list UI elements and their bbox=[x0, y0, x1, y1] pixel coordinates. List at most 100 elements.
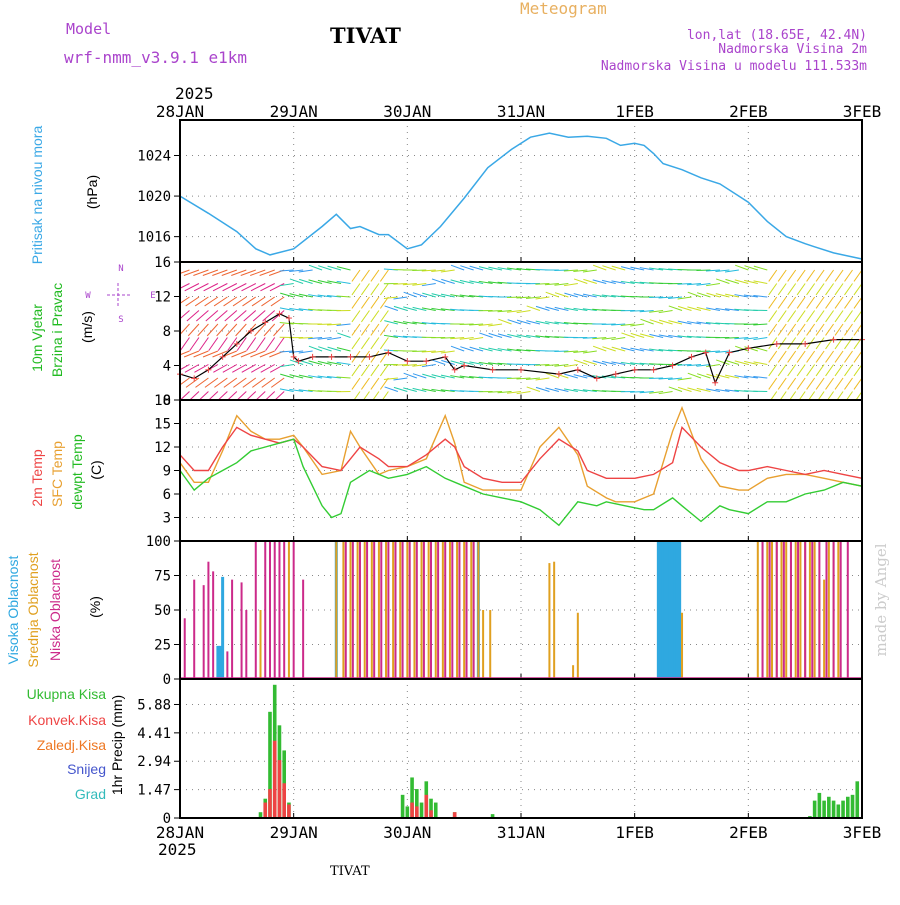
wind-barb bbox=[778, 365, 786, 376]
wind-barb bbox=[816, 365, 824, 376]
wind-barb bbox=[217, 324, 228, 336]
cloud-bar bbox=[799, 541, 801, 679]
top-tick-label: 30JAN bbox=[383, 102, 431, 121]
precip-panel: 01.472.944.415.88 bbox=[137, 679, 862, 827]
cloud-bar bbox=[489, 610, 491, 679]
wind-barb bbox=[180, 338, 189, 351]
cloud-bar bbox=[352, 541, 354, 679]
wind-barb bbox=[187, 311, 199, 321]
wind-barb bbox=[361, 378, 369, 389]
wind-barb bbox=[826, 365, 834, 376]
pressure-title: Pritisak na nivou mora bbox=[29, 126, 45, 265]
y-tick-label: 1024 bbox=[137, 149, 171, 165]
top-tick-label: 28JAN bbox=[156, 102, 204, 121]
wind-barb bbox=[854, 297, 862, 308]
wind-barb bbox=[797, 392, 805, 403]
wind-barb bbox=[361, 297, 369, 308]
precip-conv-bar bbox=[410, 803, 414, 818]
wind-barb bbox=[797, 365, 805, 376]
wind-barb bbox=[788, 392, 796, 403]
wind-barb bbox=[844, 284, 852, 295]
wind-barb bbox=[854, 365, 862, 376]
wind-barb bbox=[816, 324, 824, 335]
y-tick-label: 9 bbox=[163, 464, 171, 480]
wind-barb bbox=[778, 378, 786, 389]
wind-barb bbox=[844, 324, 852, 335]
legend-snow: Snijeg bbox=[67, 761, 106, 777]
wind-barb bbox=[352, 297, 360, 308]
cloud-bar bbox=[769, 541, 771, 679]
wind-barb bbox=[797, 297, 805, 308]
wind-barb bbox=[797, 324, 805, 335]
cloud-bar bbox=[423, 541, 425, 679]
wind-barb bbox=[352, 324, 360, 335]
wind-barb bbox=[844, 378, 852, 389]
wind-barb bbox=[826, 351, 834, 362]
wind-barb bbox=[352, 392, 360, 403]
precip-conv-bar bbox=[268, 789, 272, 818]
wind-barb bbox=[778, 392, 786, 403]
cloud-bar bbox=[458, 541, 460, 679]
wind-barb bbox=[352, 270, 360, 281]
wind-barb bbox=[844, 351, 852, 362]
cloud-bar bbox=[193, 580, 195, 679]
wind-title-2: Brzina i Pravac bbox=[49, 283, 65, 377]
wind-barb bbox=[337, 333, 350, 338]
wind-barb bbox=[807, 324, 815, 335]
cloud-bar bbox=[548, 563, 550, 679]
cloud-bar bbox=[482, 610, 484, 679]
wind-barb bbox=[361, 284, 369, 295]
wind-barb bbox=[797, 351, 805, 362]
cloud-title-high: Visoka Oblacnost bbox=[5, 556, 21, 665]
cloud-bar bbox=[442, 541, 444, 679]
precip-conv-bar bbox=[282, 783, 286, 818]
product-title: Meteogram bbox=[520, 0, 607, 18]
y-tick-label: 5.88 bbox=[137, 697, 171, 713]
wind-barb bbox=[797, 270, 805, 281]
cloud-bar bbox=[776, 541, 778, 679]
y-tick-label: 0 bbox=[163, 811, 171, 827]
legend-total-rain: Ukupna Kisa bbox=[27, 686, 107, 702]
cloud-bar bbox=[572, 665, 574, 679]
cloud-bar bbox=[456, 541, 458, 679]
y-tick-label: 3 bbox=[163, 511, 171, 527]
cloud-bar bbox=[245, 610, 247, 679]
wind-barb bbox=[225, 311, 237, 321]
precip-conv-bar bbox=[415, 806, 419, 818]
cloud-bar bbox=[212, 571, 214, 679]
legend-frozen-rain: Zaledj.Kisa bbox=[37, 737, 106, 753]
wind-barb bbox=[352, 378, 360, 389]
wind-barb bbox=[816, 378, 824, 389]
cloud-bar bbox=[847, 541, 849, 679]
wind-barb bbox=[844, 365, 852, 376]
wind-barb bbox=[807, 297, 815, 308]
wind-barb bbox=[835, 365, 843, 376]
precip-total-bar bbox=[846, 797, 850, 818]
wind-barb bbox=[361, 270, 369, 281]
wind-barb bbox=[816, 392, 824, 403]
wind-barb bbox=[371, 311, 379, 322]
cloud-bar bbox=[269, 541, 271, 679]
wind-barb bbox=[352, 311, 360, 322]
cloud-bar bbox=[203, 585, 205, 679]
wind-barb bbox=[769, 351, 777, 362]
wind-barb bbox=[769, 297, 777, 308]
wind-barb bbox=[198, 324, 209, 336]
wind-barb bbox=[816, 338, 824, 349]
panels: 1016102010240481216369121518025507510001… bbox=[137, 120, 865, 827]
cloud-bar bbox=[378, 541, 380, 679]
cloud-bar bbox=[825, 541, 827, 679]
model-elevation-text: Nadmorska Visina u modelu 111.533m bbox=[601, 59, 867, 74]
bottom-tick-label: 29JAN bbox=[270, 823, 318, 842]
cloud-bar bbox=[837, 541, 839, 679]
wind-barb bbox=[207, 324, 218, 336]
wind-barb bbox=[234, 311, 246, 321]
temp-title-sfc: SFC Temp bbox=[49, 441, 65, 507]
wind-barb bbox=[844, 311, 852, 322]
wind-barb bbox=[816, 270, 824, 281]
bottom-tick-label: 30JAN bbox=[383, 823, 431, 842]
wind-barb bbox=[190, 338, 199, 351]
wind-barb bbox=[167, 378, 180, 387]
